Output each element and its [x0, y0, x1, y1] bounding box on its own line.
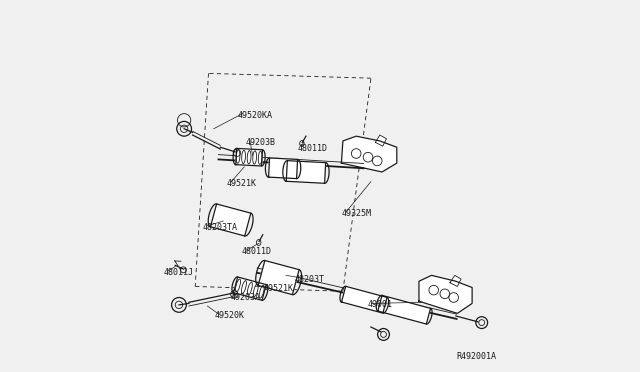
- Text: 49203B: 49203B: [245, 138, 275, 147]
- Text: 49521K: 49521K: [227, 179, 257, 187]
- Text: 48011D: 48011D: [297, 144, 327, 153]
- Text: 49520K: 49520K: [215, 311, 244, 320]
- Text: 48011J: 48011J: [163, 268, 193, 277]
- Text: 48011D: 48011D: [242, 247, 272, 256]
- Polygon shape: [342, 286, 387, 313]
- Polygon shape: [234, 277, 266, 300]
- Polygon shape: [341, 136, 397, 172]
- Polygon shape: [450, 275, 461, 286]
- Text: 49325M: 49325M: [341, 209, 371, 218]
- Text: 49001: 49001: [367, 300, 392, 310]
- Text: R492001A: R492001A: [456, 352, 497, 361]
- Polygon shape: [419, 275, 472, 313]
- Polygon shape: [286, 161, 326, 183]
- Text: 49521K: 49521K: [264, 284, 294, 293]
- Polygon shape: [376, 135, 387, 146]
- Polygon shape: [258, 260, 299, 295]
- Polygon shape: [269, 158, 298, 179]
- Text: 48203TA: 48203TA: [203, 223, 237, 232]
- Polygon shape: [236, 148, 262, 166]
- Text: 49520KA: 49520KA: [238, 110, 273, 120]
- Polygon shape: [211, 204, 251, 236]
- Text: 48203T: 48203T: [295, 275, 325, 283]
- Text: 49203A: 49203A: [230, 293, 260, 302]
- Polygon shape: [378, 295, 431, 324]
